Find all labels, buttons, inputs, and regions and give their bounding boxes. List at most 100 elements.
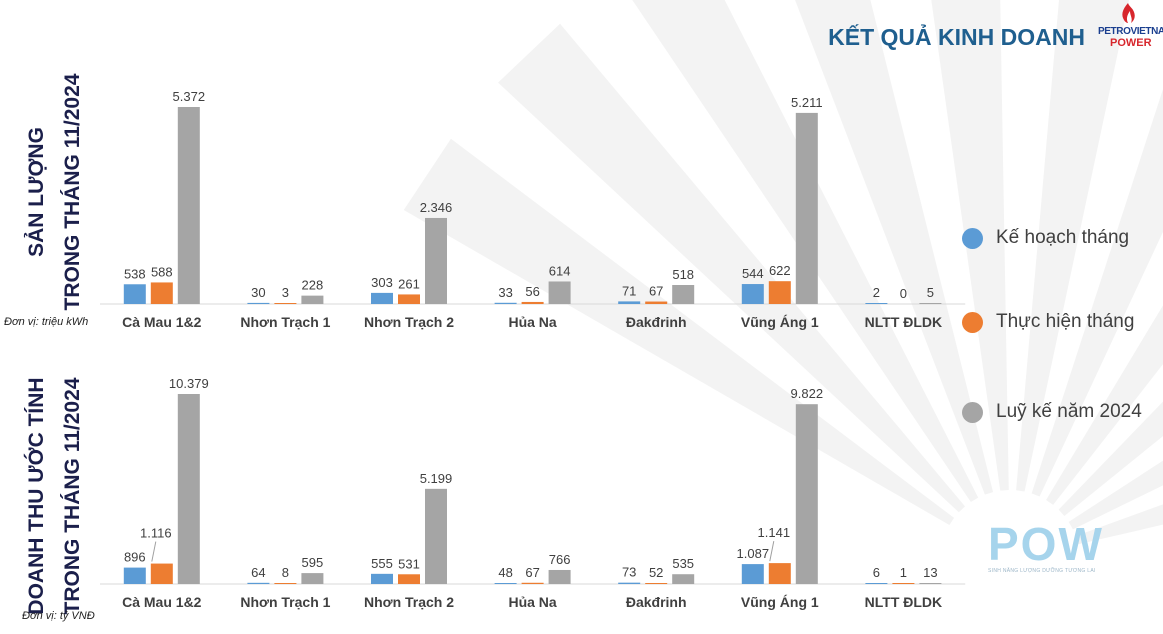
data-label: 10.379 <box>169 376 209 391</box>
data-label: 9.822 <box>791 386 824 401</box>
bar <box>741 284 764 304</box>
data-label: 64 <box>251 565 265 580</box>
data-label: 5.199 <box>420 471 453 486</box>
background-ray <box>1031 89 1163 497</box>
logo-text-petrovietnam: PETROVIETNAM <box>1098 26 1163 37</box>
bar <box>672 574 695 584</box>
bar <box>123 567 146 584</box>
bar <box>521 582 544 584</box>
pow-tagline: SINH NĂNG LƯỢNG DƯỠNG TƯƠNG LAI <box>988 568 1096 574</box>
bar <box>247 582 270 584</box>
x-tick-label: Hủa Na <box>508 594 556 610</box>
bar <box>768 281 791 304</box>
x-tick-label: Vũng Áng 1 <box>741 594 819 610</box>
data-label: 1.141 <box>758 525 791 540</box>
data-label: 518 <box>672 267 694 282</box>
bar <box>795 112 818 304</box>
bar <box>425 488 447 584</box>
data-label: 1.116 <box>140 526 172 541</box>
unit-label-output: Đơn vị: triệu kWh <box>4 316 89 328</box>
bar <box>645 301 668 304</box>
x-tick-label: Nhơn Trạch 1 <box>240 314 330 330</box>
bar <box>177 107 200 304</box>
x-tick-label: Cà Mau 1&2 <box>122 594 202 610</box>
background-ray <box>1016 0 1130 492</box>
data-label: 2.346 <box>420 200 453 215</box>
data-label: 6 <box>873 565 880 580</box>
data-label: 588 <box>151 264 173 279</box>
legend-label-plan: Kế hoạch tháng <box>996 227 1130 248</box>
logo-text-power: POWER <box>1110 37 1152 49</box>
x-tick-label: NLTT ĐLDK <box>865 594 943 610</box>
background-ray <box>795 0 994 495</box>
x-tick-label: Nhơn Trạch 2 <box>364 594 454 610</box>
data-label: 531 <box>398 556 420 571</box>
data-label: 48 <box>498 565 512 580</box>
data-label: 30 <box>251 285 265 300</box>
legend-swatch-actual <box>962 311 983 333</box>
bar <box>919 583 942 584</box>
background-ray <box>1068 460 1163 530</box>
data-label: 622 <box>769 263 791 278</box>
bar <box>371 292 393 304</box>
data-label: 228 <box>302 278 324 293</box>
data-label: 544 <box>742 266 764 281</box>
x-tick-label: NLTT ĐLDK <box>865 314 943 330</box>
bar <box>768 563 791 584</box>
bar <box>177 394 200 584</box>
pow-logo: POW SINH NĂNG LƯỢNG DƯỠNG TƯƠNG LAI <box>988 518 1104 574</box>
data-label: 13 <box>923 565 937 580</box>
x-tick-label: Đakđrinh <box>626 314 687 330</box>
x-tick-label: Vũng Áng 1 <box>741 314 819 330</box>
data-label: 0 <box>900 286 907 301</box>
petrovietnam-power-logo: PETROVIETNAM POWER <box>1098 0 1163 52</box>
bar <box>494 583 517 584</box>
data-label: 2 <box>873 285 880 300</box>
data-label: 56 <box>525 284 539 299</box>
data-label: 3 <box>282 285 289 300</box>
x-tick-label: Hủa Na <box>508 314 556 330</box>
bar <box>672 285 695 304</box>
data-label: 67 <box>525 565 539 580</box>
bar <box>618 582 641 584</box>
data-label: 555 <box>371 556 393 571</box>
page-title: KẾT QUẢ KINH DOANH <box>828 24 1085 50</box>
data-label: 261 <box>398 276 420 291</box>
legend-swatch-cumulative <box>962 401 983 423</box>
bar <box>741 564 764 584</box>
bar <box>150 563 173 584</box>
data-label: 595 <box>302 555 324 570</box>
bar <box>371 573 393 584</box>
bar <box>247 302 270 304</box>
background-ray <box>1058 401 1163 516</box>
bar <box>274 583 297 584</box>
legend-label-cumulative: Luỹ kế năm 2024 <box>996 401 1142 422</box>
bar <box>150 282 173 304</box>
data-label: 67 <box>649 284 663 299</box>
bar <box>301 573 324 584</box>
bar <box>645 583 668 584</box>
bar <box>521 301 544 304</box>
x-tick-label: Cà Mau 1&2 <box>122 314 202 330</box>
data-label: 1.087 <box>737 546 770 561</box>
data-label: 1 <box>900 565 907 580</box>
unit-label-revenue: Đơn vị: tỷ VNĐ <box>22 610 95 622</box>
data-label: 614 <box>549 263 571 278</box>
bar <box>892 583 915 584</box>
data-label: 896 <box>124 550 146 565</box>
data-label: 8 <box>282 565 289 580</box>
bar <box>795 404 818 584</box>
bar <box>494 302 517 304</box>
background-ray <box>1046 305 1163 505</box>
data-label: 5.372 <box>173 89 206 104</box>
data-label: 71 <box>622 283 636 298</box>
legend-label-actual: Thực hiện tháng <box>996 311 1135 332</box>
data-label: 303 <box>371 275 393 290</box>
data-label: 538 <box>124 266 146 281</box>
label-leader-line <box>151 541 157 562</box>
pow-logo-text: POW <box>988 518 1104 570</box>
background-ray <box>498 23 966 513</box>
data-label: 535 <box>672 556 694 571</box>
data-label: 5.211 <box>791 95 823 110</box>
label-leader-line <box>769 541 775 562</box>
